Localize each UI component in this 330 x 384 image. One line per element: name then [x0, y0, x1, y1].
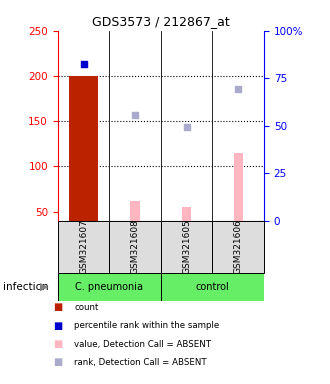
Point: [81, 61, 86, 67]
Bar: [161, 273, 264, 301]
Text: C. pneumonia: C. pneumonia: [75, 282, 143, 292]
Bar: [234, 153, 243, 221]
Text: ▶: ▶: [40, 282, 49, 292]
Text: GSM321608: GSM321608: [131, 219, 140, 274]
Text: rank, Detection Call = ABSENT: rank, Detection Call = ABSENT: [74, 358, 207, 367]
Bar: [161, 221, 213, 273]
Text: value, Detection Call = ABSENT: value, Detection Call = ABSENT: [74, 339, 211, 349]
Text: GSM321606: GSM321606: [234, 219, 243, 274]
Title: GDS3573 / 212867_at: GDS3573 / 212867_at: [92, 15, 230, 28]
Text: ■: ■: [53, 302, 62, 312]
Text: ■: ■: [53, 321, 62, 331]
Text: GSM321605: GSM321605: [182, 219, 191, 274]
Bar: [58, 273, 161, 301]
Point: [236, 86, 241, 92]
Bar: [58, 221, 109, 273]
Bar: [109, 221, 161, 273]
Bar: [182, 207, 191, 221]
Point: [132, 112, 138, 118]
Text: ■: ■: [53, 358, 62, 367]
Bar: [69, 76, 98, 221]
Text: GSM321607: GSM321607: [79, 219, 88, 274]
Bar: [130, 201, 140, 221]
Text: count: count: [74, 303, 99, 312]
Bar: [213, 221, 264, 273]
Text: control: control: [196, 282, 229, 292]
Text: ■: ■: [53, 339, 62, 349]
Point: [184, 124, 189, 130]
Text: infection: infection: [3, 282, 49, 292]
Text: percentile rank within the sample: percentile rank within the sample: [74, 321, 219, 330]
